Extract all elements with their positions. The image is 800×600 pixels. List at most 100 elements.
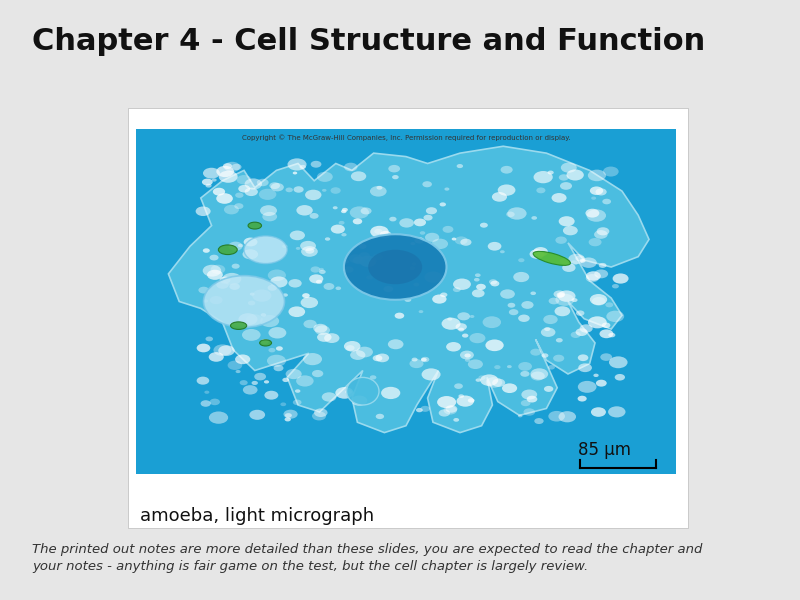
Circle shape <box>350 350 366 360</box>
Circle shape <box>358 252 370 259</box>
Circle shape <box>242 329 261 341</box>
Circle shape <box>457 164 463 168</box>
Circle shape <box>556 338 562 343</box>
Circle shape <box>296 205 313 215</box>
Circle shape <box>518 258 525 262</box>
Circle shape <box>480 374 498 386</box>
Circle shape <box>472 289 485 298</box>
Circle shape <box>544 386 554 392</box>
Circle shape <box>224 205 239 214</box>
Circle shape <box>571 298 578 302</box>
Circle shape <box>344 163 358 171</box>
Circle shape <box>296 376 314 386</box>
Circle shape <box>210 296 222 304</box>
Circle shape <box>203 275 285 328</box>
Circle shape <box>359 244 366 249</box>
Circle shape <box>203 248 210 253</box>
Circle shape <box>392 175 398 179</box>
Circle shape <box>338 221 345 224</box>
Circle shape <box>381 387 400 399</box>
Circle shape <box>218 170 238 183</box>
Circle shape <box>602 199 611 205</box>
Circle shape <box>486 340 504 351</box>
Circle shape <box>559 174 569 181</box>
Ellipse shape <box>218 245 238 254</box>
Circle shape <box>351 172 366 181</box>
Circle shape <box>410 266 415 270</box>
Circle shape <box>596 380 606 386</box>
Circle shape <box>254 373 266 380</box>
Circle shape <box>509 309 518 315</box>
Circle shape <box>231 164 242 170</box>
Circle shape <box>507 303 515 308</box>
Circle shape <box>198 287 209 293</box>
Circle shape <box>530 368 548 380</box>
Circle shape <box>235 370 241 373</box>
Circle shape <box>475 274 481 277</box>
Ellipse shape <box>346 377 379 405</box>
Text: Chapter 4 - Cell Structure and Function: Chapter 4 - Cell Structure and Function <box>32 27 706 56</box>
Circle shape <box>586 209 599 218</box>
Circle shape <box>244 238 258 247</box>
Circle shape <box>586 274 598 283</box>
Circle shape <box>591 407 606 417</box>
Circle shape <box>432 295 446 304</box>
Circle shape <box>521 400 530 406</box>
Circle shape <box>542 353 549 358</box>
Circle shape <box>295 389 301 393</box>
Circle shape <box>578 364 592 372</box>
Circle shape <box>201 400 211 407</box>
Circle shape <box>422 181 432 187</box>
Ellipse shape <box>230 322 246 329</box>
Circle shape <box>380 231 391 238</box>
Circle shape <box>314 409 327 417</box>
Circle shape <box>492 379 506 387</box>
Circle shape <box>296 247 301 250</box>
Circle shape <box>549 298 559 304</box>
Circle shape <box>289 307 305 317</box>
Circle shape <box>534 418 544 424</box>
Circle shape <box>500 289 515 299</box>
Circle shape <box>603 167 618 176</box>
Circle shape <box>454 383 463 389</box>
Circle shape <box>216 193 233 204</box>
Circle shape <box>370 375 376 380</box>
Circle shape <box>534 171 553 183</box>
Circle shape <box>589 238 602 246</box>
Circle shape <box>554 290 565 298</box>
Circle shape <box>388 339 403 349</box>
Circle shape <box>595 188 606 196</box>
Circle shape <box>333 206 338 209</box>
Circle shape <box>301 246 318 257</box>
Circle shape <box>576 310 585 316</box>
Circle shape <box>586 209 606 222</box>
Circle shape <box>591 197 596 200</box>
Circle shape <box>421 358 426 362</box>
Circle shape <box>359 256 377 267</box>
Circle shape <box>531 216 537 220</box>
Circle shape <box>410 242 415 245</box>
Circle shape <box>555 236 567 244</box>
Circle shape <box>303 353 322 365</box>
Bar <box>136 129 676 474</box>
Circle shape <box>376 414 384 419</box>
Ellipse shape <box>260 340 271 346</box>
Circle shape <box>482 316 501 328</box>
Circle shape <box>237 175 251 184</box>
Circle shape <box>609 356 627 368</box>
Circle shape <box>300 241 316 251</box>
Circle shape <box>322 392 337 401</box>
Circle shape <box>207 270 223 280</box>
Circle shape <box>285 418 291 421</box>
Circle shape <box>597 227 610 235</box>
Circle shape <box>306 248 314 254</box>
Circle shape <box>276 346 283 350</box>
Circle shape <box>440 292 447 297</box>
Circle shape <box>243 385 258 395</box>
Circle shape <box>458 328 464 332</box>
Circle shape <box>270 277 287 287</box>
Circle shape <box>421 357 430 362</box>
Circle shape <box>562 263 575 272</box>
Circle shape <box>586 271 601 281</box>
Circle shape <box>566 169 584 181</box>
